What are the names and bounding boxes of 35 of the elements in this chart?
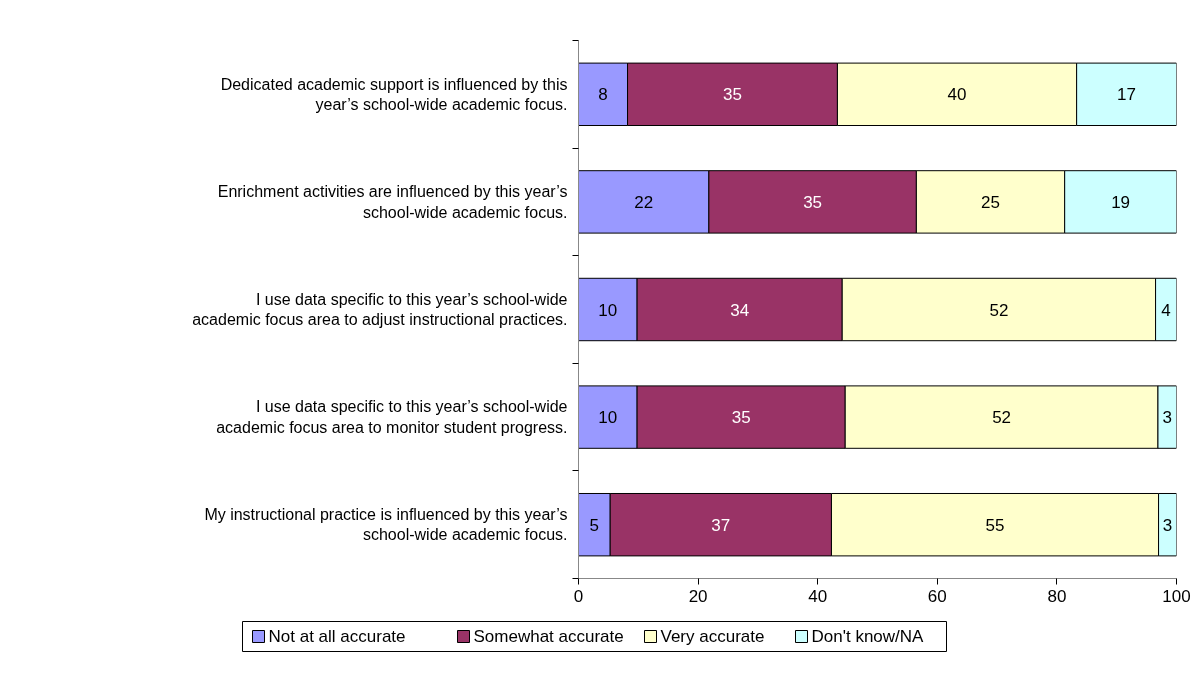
- x-tick-label: 20: [688, 586, 708, 606]
- data-label: 3: [1162, 408, 1172, 428]
- data-label: 35: [803, 192, 823, 212]
- data-label: 17: [1117, 85, 1137, 105]
- legend-label: Very accurate: [660, 627, 765, 646]
- data-label: 52: [992, 408, 1012, 428]
- x-tick-label: 40: [808, 586, 828, 606]
- y-tick-label: I use data specific to this year’s school-wide academic focus area to adjust instructional practices.: [192, 290, 568, 329]
- data-label: 35: [723, 85, 742, 105]
- x-tick-label: 60: [927, 586, 947, 606]
- data-label: 10: [598, 300, 618, 320]
- data-label: 40: [947, 85, 967, 105]
- data-label: 10: [598, 408, 618, 428]
- data-label: 3: [1162, 515, 1173, 535]
- data-label: 52: [989, 300, 1009, 320]
- data-label: 55: [985, 515, 1005, 535]
- data-label: 8: [598, 85, 608, 105]
- data-label: 4: [1161, 300, 1171, 320]
- data-label: 25: [981, 192, 1000, 212]
- x-tick-label: 80: [1047, 586, 1067, 606]
- y-tick-label: Dedicated academic support is influenced by this year’s school-wide academic focus.: [220, 75, 568, 113]
- data-label: 34: [730, 300, 750, 320]
- y-tick-label: My instructional practice is influenced by this year’s school-wide academic focus.: [204, 506, 568, 544]
- legend-label: Not at all accurate: [268, 627, 406, 646]
- legend-label: Somewhat accurate: [473, 627, 624, 646]
- data-label: 22: [634, 192, 654, 212]
- data-label: 19: [1111, 192, 1131, 212]
- data-label: 35: [731, 408, 751, 428]
- legend-label: Don't know/NA: [811, 627, 925, 646]
- y-tick-label: Enrichment activities are influenced by this year’s school-wide academic focus.: [217, 183, 568, 221]
- data-label: 5: [589, 515, 600, 535]
- x-tick-label: 0: [573, 586, 584, 606]
- y-tick-label: I use data specific to this year’s school-wide academic focus area to monitor student progress.: [216, 398, 568, 436]
- x-tick-label: 100: [1162, 586, 1191, 606]
- data-label: 37: [711, 515, 731, 535]
